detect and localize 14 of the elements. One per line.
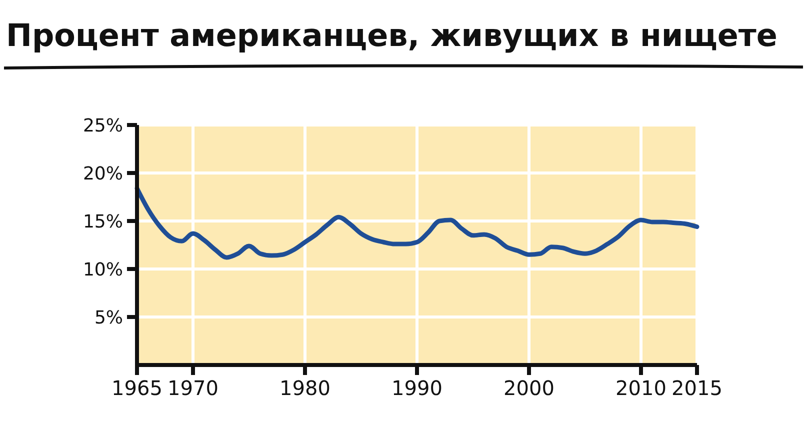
y-tick-label: 5% xyxy=(94,307,123,328)
y-tick-label: 10% xyxy=(82,259,123,280)
x-tick-label: 2010 xyxy=(616,376,666,400)
x-tick-label: 1980 xyxy=(280,376,330,400)
x-tick-label: 1970 xyxy=(168,376,218,400)
y-tick-label: 25% xyxy=(82,115,123,136)
chart-title: Процент американцев, живущих в нищете xyxy=(6,18,778,54)
y-tick-label: 20% xyxy=(82,163,123,184)
y-tick-label: 15% xyxy=(82,211,123,232)
x-tick-label: 1965 xyxy=(112,376,162,400)
x-tick-label: 2000 xyxy=(504,376,554,400)
line-series xyxy=(134,186,700,260)
x-tick-label: 1990 xyxy=(392,376,442,400)
x-tick-label: 2015 xyxy=(672,376,722,400)
